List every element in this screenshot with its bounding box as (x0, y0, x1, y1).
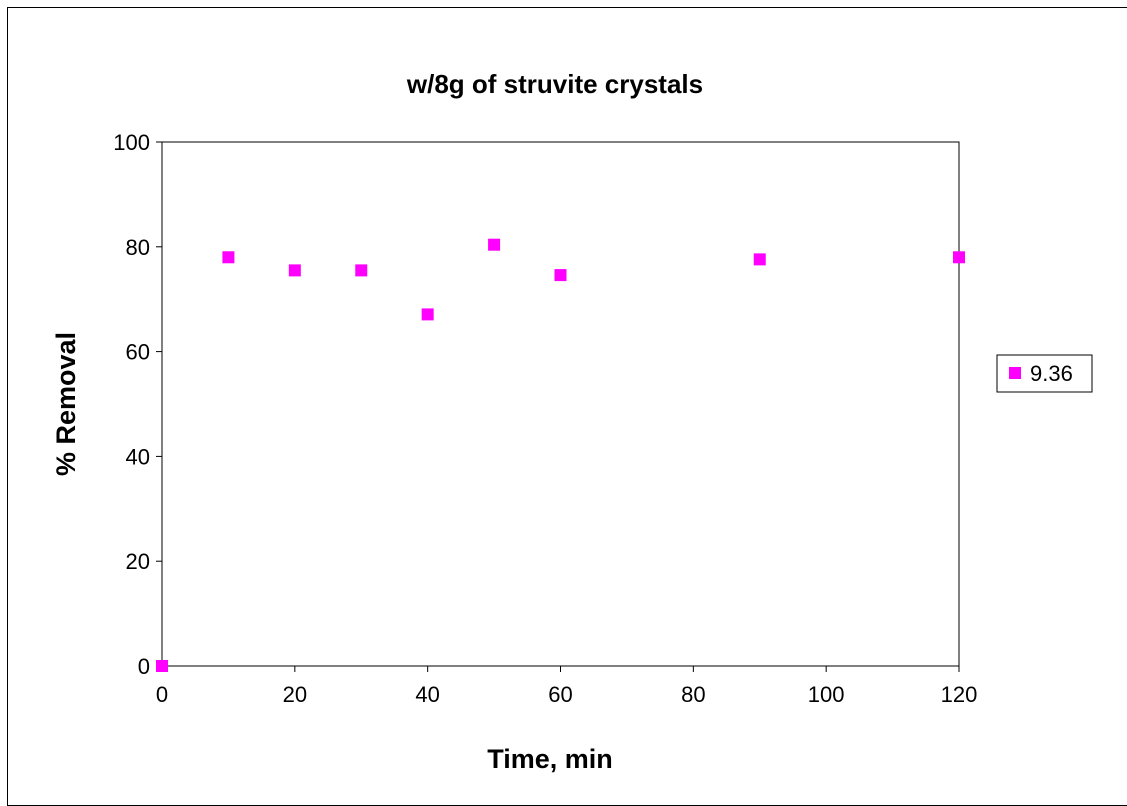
data-point (222, 251, 235, 264)
data-points (156, 238, 965, 672)
data-point (953, 251, 965, 264)
x-tick-label: 100 (808, 682, 845, 707)
x-axis-title: Time, min (487, 744, 613, 774)
chart-title: w/8g of struvite crystals (406, 69, 703, 99)
x-tick-label: 80 (681, 682, 705, 707)
legend-marker (1009, 367, 1021, 379)
x-tick-label: 120 (941, 682, 978, 707)
data-point (488, 238, 501, 251)
data-point (288, 264, 301, 277)
y-axis-title: % Removal (51, 332, 81, 476)
y-tick-label: 20 (126, 549, 150, 574)
data-point (554, 269, 567, 282)
y-tick-label: 40 (126, 444, 150, 469)
x-tick-label: 60 (548, 682, 572, 707)
x-axis: 0 20 40 60 80 100 120 (156, 666, 977, 707)
x-tick-label: 40 (415, 682, 439, 707)
data-point (355, 264, 368, 277)
x-tick-label: 20 (283, 682, 307, 707)
data-point (753, 253, 766, 266)
x-tick-label: 0 (156, 682, 168, 707)
legend: 9.36 (996, 354, 1093, 393)
data-point (421, 308, 434, 321)
plot-area (161, 141, 960, 667)
y-tick-label: 60 (126, 340, 150, 365)
y-axis: 0 20 40 60 80 100 (113, 130, 162, 679)
y-tick-label: 0 (138, 654, 150, 679)
legend-label: 9.36 (1030, 361, 1073, 386)
y-tick-label: 80 (126, 235, 150, 260)
y-tick-label: 100 (113, 130, 150, 155)
data-point (156, 660, 168, 672)
